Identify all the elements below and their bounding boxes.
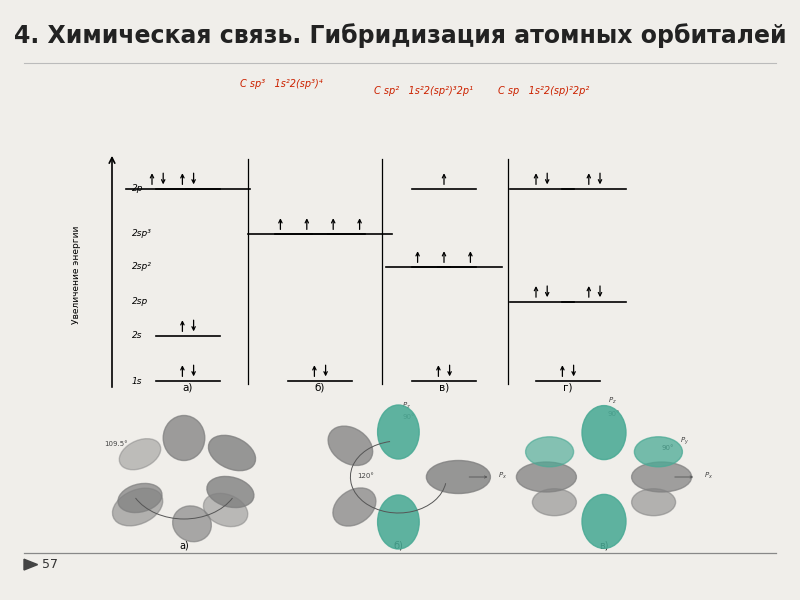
Polygon shape: [24, 559, 38, 570]
Ellipse shape: [634, 437, 682, 467]
Text: б): б): [394, 541, 403, 551]
Text: а): а): [183, 382, 193, 392]
Ellipse shape: [582, 494, 626, 548]
Text: 1s: 1s: [132, 377, 142, 385]
Text: 2p: 2p: [132, 184, 143, 193]
Text: в): в): [439, 382, 449, 392]
Text: $P_x$: $P_x$: [498, 470, 507, 481]
Ellipse shape: [582, 406, 626, 460]
Text: 2s: 2s: [132, 331, 142, 340]
Text: а): а): [179, 541, 189, 551]
Text: 2sp: 2sp: [132, 297, 148, 306]
Text: C sp   1s²2(sp)²2p²: C sp 1s²2(sp)²2p²: [498, 86, 590, 96]
Ellipse shape: [631, 462, 691, 492]
Ellipse shape: [631, 488, 675, 516]
Ellipse shape: [118, 484, 162, 512]
Text: $P_z$: $P_z$: [607, 396, 617, 406]
Text: 4. Химическая связь. Гибридизация атомных орбиталей: 4. Химическая связь. Гибридизация атомны…: [14, 23, 786, 49]
Text: 90°: 90°: [608, 411, 621, 417]
Ellipse shape: [333, 488, 376, 526]
Text: $P_z$: $P_z$: [402, 401, 411, 411]
Text: C sp²   1s²2(sp²)³2p¹: C sp² 1s²2(sp²)³2p¹: [374, 86, 474, 96]
Ellipse shape: [173, 506, 211, 542]
Text: 2sp³: 2sp³: [132, 229, 152, 238]
Ellipse shape: [328, 426, 373, 466]
Ellipse shape: [119, 439, 161, 470]
Ellipse shape: [378, 405, 419, 459]
Text: Увеличение энергии: Увеличение энергии: [71, 226, 81, 323]
Text: 57: 57: [42, 558, 58, 571]
Text: $P_x$: $P_x$: [704, 470, 713, 481]
Ellipse shape: [426, 461, 490, 493]
Text: C sp³   1s²2(sp³)⁴: C sp³ 1s²2(sp³)⁴: [240, 79, 322, 89]
Ellipse shape: [113, 488, 162, 526]
Text: $P_y$: $P_y$: [680, 435, 689, 447]
Text: г): г): [563, 382, 573, 392]
Ellipse shape: [207, 476, 254, 508]
Text: 90°: 90°: [402, 414, 415, 420]
Ellipse shape: [163, 415, 205, 461]
Ellipse shape: [526, 437, 574, 467]
Text: в): в): [599, 541, 609, 551]
Ellipse shape: [203, 493, 248, 527]
Ellipse shape: [517, 462, 577, 492]
Text: 90°: 90°: [662, 445, 674, 451]
Ellipse shape: [378, 495, 419, 549]
Text: 2sp²: 2sp²: [132, 262, 152, 271]
Text: б): б): [315, 382, 325, 392]
Text: 120°: 120°: [358, 473, 374, 479]
Ellipse shape: [533, 488, 577, 516]
Ellipse shape: [209, 436, 255, 470]
Text: 109.5°: 109.5°: [104, 441, 128, 447]
